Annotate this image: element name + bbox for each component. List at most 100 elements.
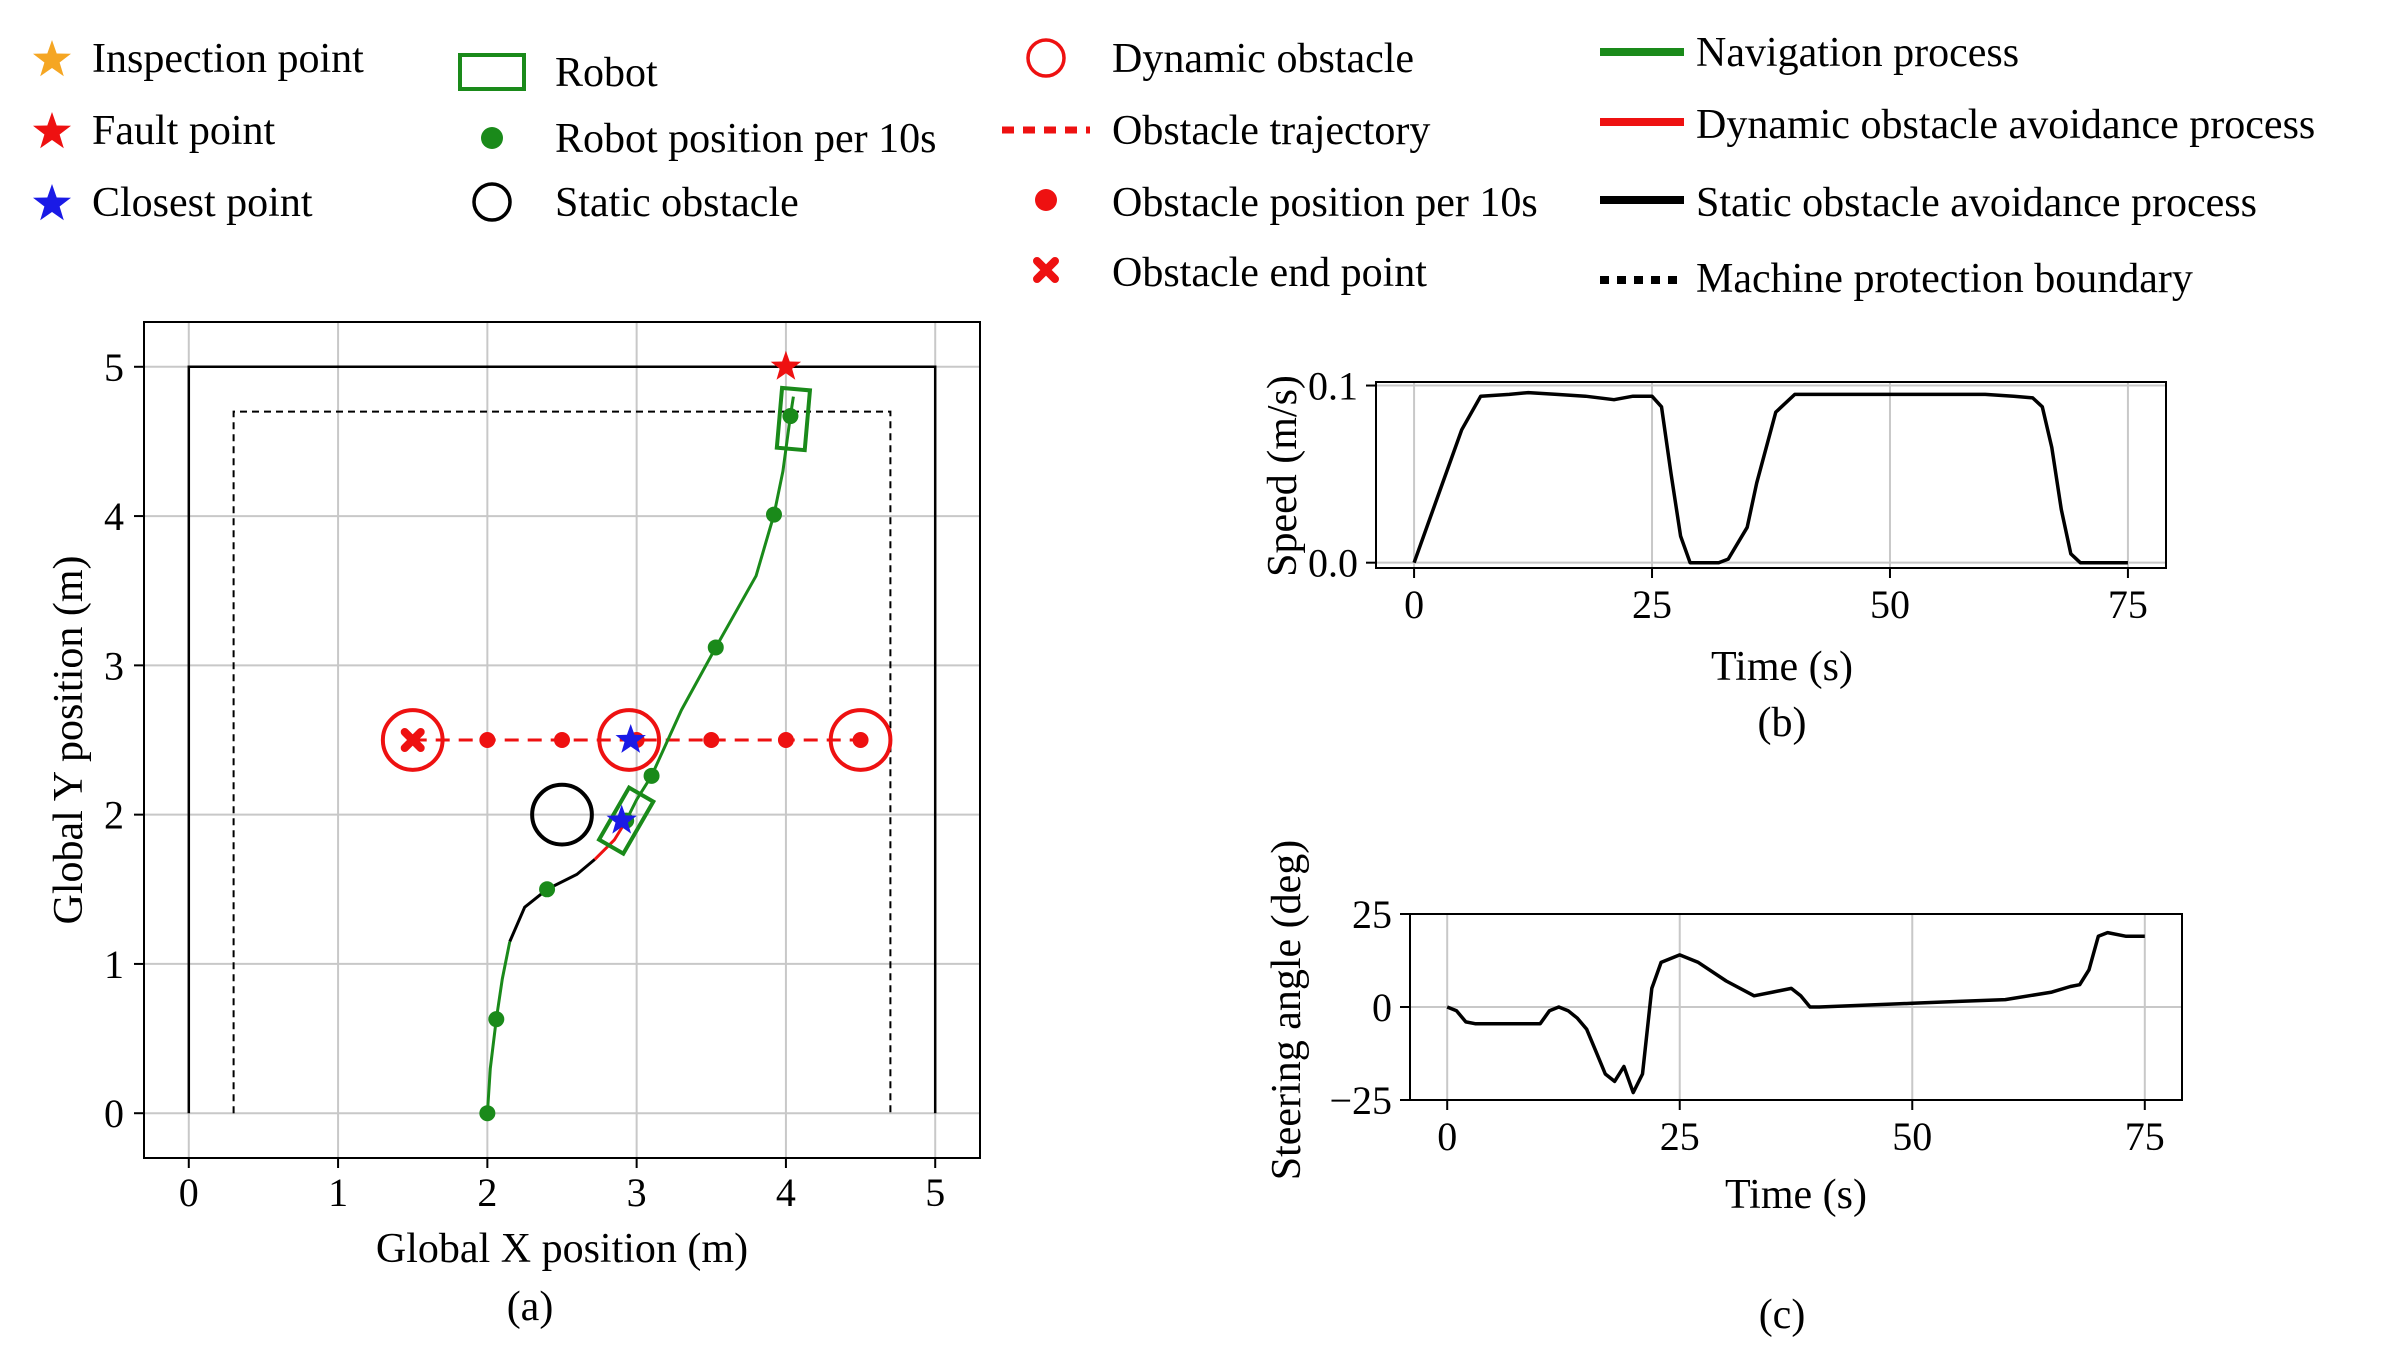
robot-position-dot (488, 1011, 505, 1028)
tick-label-y: 0.0 (1308, 541, 1358, 586)
path-static-avoidance (508, 858, 596, 943)
path-navigation-end (624, 396, 795, 822)
legend-symbol-shape (33, 40, 71, 77)
closest-point-star (615, 724, 646, 753)
legend-symbol-shape (1033, 257, 1059, 283)
legend-symbol-fault-point (33, 112, 71, 149)
legend-symbol-robot (458, 53, 526, 91)
tick-label-x: 75 (2108, 582, 2148, 627)
obstacle-position-dot (852, 732, 869, 748)
tick-label-y: 2 (104, 793, 124, 838)
robot-footprint (774, 385, 813, 453)
dynamic-obstacle (597, 708, 662, 772)
plot-a-xlabel: Global X position (m) (376, 1226, 748, 1272)
legend-label-obstacle-trajectory: Obstacle trajectory (1112, 108, 1430, 154)
tick-label-x: 0 (1404, 582, 1424, 627)
fault-point-star (770, 350, 802, 380)
obstacle-position-dot (703, 732, 720, 748)
legend-symbol-shape (33, 112, 71, 149)
robot-position-dot (782, 408, 799, 425)
tick-label-y: 1 (104, 942, 124, 987)
legend-label-fault-point: Fault point (92, 108, 276, 154)
protection-boundary (232, 410, 892, 1114)
tick-label-x: 25 (1660, 1114, 1700, 1159)
tick-label-x: 50 (1870, 582, 1910, 627)
tick-label-x: 5 (925, 1170, 945, 1215)
legend-label-static-avoidance: Static obstacle avoidance process (1696, 180, 2257, 226)
legend-symbol-shape (1026, 38, 1066, 78)
plot-b: 0 25 50 75 0.0 0.1 Time (s) Speed (m/s) (b) (1260, 364, 2167, 746)
dynamic-obstacle (828, 708, 893, 772)
plot-c: 0 25 50 75 25 0 −25 Time (s) Steering angle (d… (1264, 840, 2183, 1338)
legend-label-protection-boundary: Machine protection boundary (1696, 256, 2193, 302)
plot-c-marks (1446, 930, 2145, 1095)
robot-position-dot (765, 506, 782, 523)
tick-label-x: 2 (477, 1170, 497, 1215)
tick-label-y: 0 (1372, 985, 1392, 1030)
tick-label-x: 25 (1632, 582, 1672, 627)
path-navigation-start (485, 941, 512, 1114)
legend-symbol-dynamic-obstacle (1026, 38, 1066, 78)
plot-b-xlabel: Time (s) (1711, 644, 1853, 690)
legend-symbol-inspection-point (33, 40, 71, 77)
legend-symbol-obstacle-position (1035, 189, 1057, 211)
robot-position-dot (539, 881, 556, 898)
closest-point-star (606, 804, 637, 834)
tick-label-y: 4 (104, 494, 124, 539)
legend-label-closest-point: Closest point (92, 180, 313, 226)
series-line (1412, 390, 2128, 565)
legend-label-robot-position: Robot position per 10s (555, 116, 937, 162)
plot-b-frame (1375, 381, 2167, 569)
plot-a-frame (143, 321, 981, 1159)
plot-a: 0 1 2 3 4 5 0 1 2 3 4 5 Global X position (m) Globa… (46, 321, 981, 1330)
robot-footprint (596, 784, 657, 857)
plot-a-ticks: 0 1 2 3 4 5 0 1 2 3 4 5 (104, 345, 945, 1215)
legend-symbol-obstacle-end-point (1033, 257, 1059, 283)
tick-label-y: 0.1 (1308, 364, 1358, 409)
legend-label-dynamic-obstacle: Dynamic obstacle (1112, 36, 1414, 82)
plot-c-caption: (c) (1759, 1292, 1806, 1338)
legend-symbol-shape (1035, 189, 1057, 211)
dynamic-obstacle (380, 708, 445, 772)
legend-label-static-obstacle: Static obstacle (555, 180, 799, 226)
legend-symbol-shape (472, 182, 512, 222)
plot-a-marks (187, 350, 937, 1122)
tick-label-y: 0 (104, 1091, 124, 1136)
tick-label-x: 50 (1892, 1114, 1932, 1159)
legend: Inspection point Fault point Closest poi… (33, 30, 2315, 302)
plot-b-gridlines (1376, 382, 2166, 568)
tick-label-y: −25 (1329, 1078, 1392, 1123)
tick-label-x: 3 (627, 1170, 647, 1215)
legend-symbol-closest-point (33, 184, 71, 221)
legend-label-obstacle-end-point: Obstacle end point (1112, 250, 1427, 296)
tick-label-y: 3 (104, 643, 124, 688)
tick-label-x: 4 (776, 1170, 796, 1215)
obstacle-position-dot (554, 732, 570, 748)
legend-symbol-shape (481, 127, 503, 149)
plot-c-gridlines (1410, 913, 2182, 1101)
legend-label-obstacle-position: Obstacle position per 10s (1112, 180, 1538, 226)
series-line (1446, 930, 2145, 1095)
plot-b-ylabel: Speed (m/s) (1260, 375, 1306, 577)
tick-label-x: 75 (2125, 1114, 2165, 1159)
plot-b-ticks: 0 25 50 75 0.0 0.1 (1308, 364, 2148, 627)
robot-position-dot (643, 767, 660, 784)
static-obstacle (530, 782, 594, 847)
obstacle-position-dot (479, 732, 496, 748)
plot-a-ylabel: Global Y position (m) (46, 555, 92, 924)
tick-label-x: 0 (1437, 1114, 1457, 1159)
plot-b-marks (1412, 390, 2128, 565)
legend-symbol-static-obstacle (472, 182, 512, 222)
tick-label-y: 25 (1352, 892, 1392, 937)
legend-symbol-shape (33, 184, 71, 221)
plot-c-ticks: 0 25 50 75 25 0 −25 (1329, 892, 2164, 1159)
legend-symbol-robot-position (481, 127, 503, 149)
legend-symbol-shape (458, 53, 526, 91)
legend-label-robot: Robot (555, 50, 658, 96)
tick-label-x: 0 (179, 1170, 199, 1215)
plot-a-caption: (a) (507, 1284, 554, 1330)
robot-position-dot (707, 639, 724, 656)
obstacle-end-point (400, 728, 425, 752)
obstacle-position-dot (777, 732, 794, 748)
